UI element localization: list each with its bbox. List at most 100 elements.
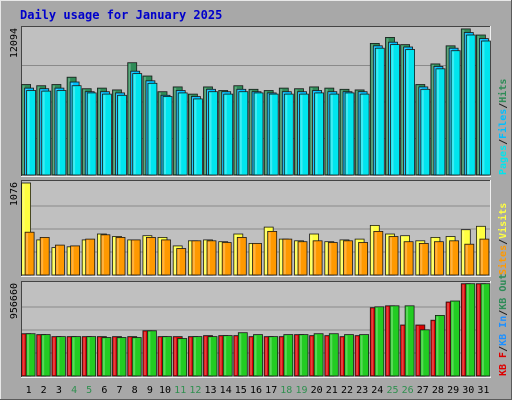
bar-kb-in-day-31	[480, 283, 491, 377]
day-label-6: 6	[101, 385, 107, 396]
bar-kb-in-day-10	[162, 336, 172, 377]
bar-highlight	[234, 235, 237, 274]
day-label-11: 11	[174, 385, 186, 396]
bar-highlight	[219, 91, 222, 174]
bar-highlight	[128, 240, 131, 274]
bar-highlight	[27, 91, 30, 174]
bar-highlight	[356, 240, 359, 274]
bar-highlight	[431, 321, 434, 375]
max-value-label: 1076	[9, 182, 20, 206]
bar-highlight	[314, 241, 317, 274]
day-label-12: 12	[189, 385, 201, 396]
bar-kb-in-day-15	[237, 332, 248, 377]
bar-pages-day-5	[86, 92, 97, 176]
bar-highlight	[330, 334, 333, 375]
day-label-10: 10	[159, 385, 171, 396]
bar-highlight	[386, 235, 389, 274]
bar-kb-in-day-28	[434, 314, 445, 377]
day-label-20: 20	[311, 385, 323, 396]
bar-highlight	[341, 240, 343, 274]
day-label-2: 2	[41, 385, 47, 396]
bar-highlight	[52, 337, 55, 375]
bar-highlight	[143, 331, 146, 375]
bar-highlight	[401, 236, 404, 274]
bar-sites-day-19	[297, 241, 308, 276]
day-label-27: 27	[417, 385, 429, 396]
day-label-17: 17	[265, 385, 277, 396]
bar-highlight	[391, 306, 393, 375]
legend-separator: /	[498, 139, 509, 145]
bar-highlight	[159, 92, 161, 174]
bar-sites-day-10	[161, 239, 171, 276]
bar-highlight	[477, 284, 480, 375]
bar-highlight	[436, 316, 439, 375]
bar-kb-in-day-22	[344, 334, 354, 377]
bar-highlight	[37, 335, 40, 375]
bar-highlight	[310, 235, 313, 274]
bar-highlight	[299, 242, 301, 274]
bar-highlight	[477, 227, 480, 274]
bar-kb-in-day-27	[419, 329, 430, 377]
bar-kb-in-day-21	[328, 333, 339, 377]
bar-highlight	[310, 336, 313, 375]
bar-sites-day-6	[100, 234, 111, 276]
bar-pages-day-10	[162, 96, 173, 176]
bar-pages-day-13	[208, 91, 218, 176]
bar-kb-in-day-16	[253, 334, 263, 377]
bar-highlight	[87, 337, 90, 375]
bar-highlight	[234, 86, 237, 174]
legend-kbin: KB In	[498, 316, 509, 346]
bar-highlight	[436, 69, 439, 174]
day-label-25: 25	[386, 385, 398, 396]
day-label-8: 8	[132, 385, 138, 396]
bar-highlight	[118, 338, 120, 375]
bar-highlight	[73, 86, 76, 174]
bar-pages-day-16	[253, 92, 264, 176]
bar-pages-day-25	[390, 44, 400, 176]
bar-highlight	[117, 238, 119, 274]
bar-highlight	[285, 95, 288, 174]
day-label-23: 23	[356, 385, 368, 396]
bar-sites-day-14	[221, 242, 232, 276]
bar-sites-day-11	[176, 248, 187, 276]
bar-highlight	[37, 240, 40, 274]
bar-pages-day-1	[26, 90, 37, 176]
bar-pages-day-29	[450, 50, 461, 176]
legend-separator: /	[498, 239, 509, 245]
bar-highlight	[113, 90, 116, 174]
bar-highlight	[265, 91, 268, 174]
bar-pages-day-8	[132, 73, 143, 176]
bar-sites-day-16	[252, 242, 262, 276]
bar-sites-day-26	[403, 241, 414, 276]
bar-kb-in-day-1	[25, 333, 36, 377]
bar-highlight	[465, 245, 468, 274]
day-label-30: 30	[462, 385, 474, 396]
bar-highlight	[86, 240, 89, 274]
max-value-label: 12094	[9, 28, 20, 58]
bar-highlight	[391, 45, 394, 174]
bars	[21, 182, 490, 276]
bar-highlight	[189, 337, 192, 375]
bar-pages-day-11	[177, 92, 188, 176]
bar-kb-in-day-24	[374, 306, 385, 377]
bar-sites-day-18	[282, 238, 293, 276]
bar-pages-day-6	[102, 93, 112, 176]
bar-highlight	[204, 336, 207, 375]
legend: KB F/KB In/KB Out	[498, 274, 509, 376]
day-label-26: 26	[402, 385, 414, 396]
bar-sites-day-24	[373, 230, 384, 276]
day-label-29: 29	[447, 385, 459, 396]
day-label-16: 16	[250, 385, 262, 396]
bar-kb-in-day-20	[313, 333, 324, 377]
bar-highlight	[37, 86, 40, 174]
bar-highlight	[193, 337, 196, 375]
bar-kb-in-day-19	[298, 334, 309, 377]
bar-highlight	[416, 85, 419, 174]
bar-kb-in-day-7	[116, 337, 127, 377]
bar-highlight	[132, 240, 135, 274]
bar-highlight	[386, 38, 389, 175]
bar-highlight	[374, 232, 377, 274]
bar-highlight	[467, 36, 470, 174]
